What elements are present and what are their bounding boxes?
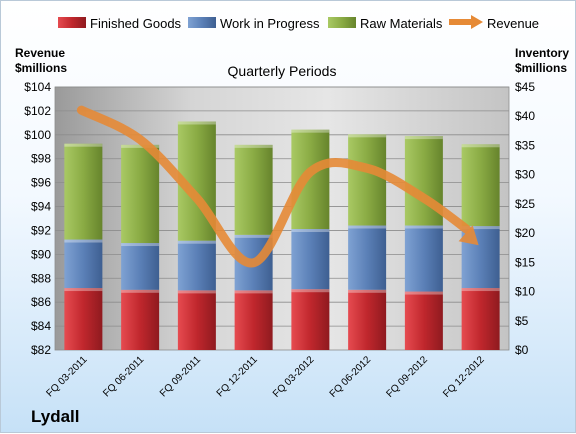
- revenue-line: [76, 105, 472, 268]
- bar-raw-materials-highlight: [64, 143, 103, 147]
- left-tick-label: $96: [31, 176, 51, 190]
- bar-raw-materials-highlight: [461, 144, 500, 148]
- bar-work-in-progress-highlight: [461, 226, 500, 230]
- legend-swatch-revenue: [449, 15, 483, 29]
- bar-work-in-progress-highlight: [234, 234, 273, 238]
- bar-work-in-progress: [64, 239, 103, 289]
- left-tick-label: $84: [31, 319, 51, 333]
- bar-raw-materials: [291, 129, 330, 230]
- bar-raw-materials: [121, 144, 160, 244]
- bar-finished-goods: [348, 289, 387, 350]
- x-tick-label: FQ 03-2012: [271, 354, 317, 400]
- right-tick-label: $5: [515, 314, 529, 328]
- bar-finished-goods: [64, 288, 103, 350]
- revenue-series: [76, 105, 479, 268]
- left-tick-label: $94: [31, 200, 51, 214]
- right-tick-label: $45: [515, 80, 535, 94]
- left-axis-title-line-1: Revenue: [15, 46, 65, 60]
- bar-finished-goods-highlight: [404, 291, 443, 295]
- legend-swatch-finished-goods: [58, 17, 86, 28]
- bar-finished-goods: [121, 289, 160, 350]
- bar-work-in-progress: [348, 225, 387, 290]
- left-tick-label: $104: [24, 80, 51, 94]
- right-axis-title-line-1: Inventory: [515, 46, 569, 60]
- bar-raw-materials-highlight: [177, 121, 216, 125]
- legend-swatch-raw-materials: [328, 17, 356, 28]
- bar-finished-goods-highlight: [461, 288, 500, 292]
- left-tick-label: $92: [31, 223, 51, 237]
- chart-title: Quarterly Periods: [228, 63, 337, 79]
- left-tick-label: $82: [31, 343, 51, 357]
- x-tick-label: FQ 12-2012: [441, 354, 487, 400]
- bar-raw-materials: [64, 143, 103, 240]
- legend: Finished Goods Work in Progress Raw Mate…: [58, 15, 539, 31]
- bar-work-in-progress: [404, 225, 443, 292]
- bar-raw-materials-highlight: [234, 144, 273, 148]
- bar-work-in-progress-highlight: [121, 243, 160, 247]
- right-tick-label: $30: [515, 168, 535, 182]
- bar-work-in-progress: [291, 229, 330, 290]
- left-tick-label: $88: [31, 271, 51, 285]
- x-tick-label: FQ 09-2011: [158, 354, 203, 399]
- bar-finished-goods: [177, 290, 216, 350]
- legend-label-raw-materials: Raw Materials: [360, 16, 443, 31]
- bar-finished-goods: [234, 290, 273, 350]
- legend-label-work-in-progress: Work in Progress: [220, 16, 320, 31]
- x-tick-label: FQ 06-2011: [101, 354, 146, 399]
- bar-finished-goods-highlight: [291, 289, 330, 293]
- bar-raw-materials-highlight: [404, 136, 443, 140]
- right-tick-label: $10: [515, 285, 535, 299]
- bar-finished-goods: [291, 289, 330, 350]
- right-tick-label: $40: [515, 109, 535, 123]
- revenue-arrowhead: [458, 225, 479, 246]
- right-tick-label: $35: [515, 138, 535, 152]
- bar-work-in-progress-highlight: [348, 225, 387, 229]
- bar-work-in-progress-highlight: [177, 240, 216, 244]
- right-tick-label: $0: [515, 343, 529, 357]
- x-tick-label: FQ 03-2011: [45, 354, 90, 399]
- right-tick-label: $15: [515, 255, 535, 269]
- legend-label-revenue: Revenue: [487, 16, 539, 31]
- bar-work-in-progress-highlight: [404, 225, 443, 229]
- right-axis-ticks: $0 $5 $10 $15 $20 $25 $30 $35 $40 $45: [515, 80, 535, 357]
- bar-raw-materials: [348, 134, 387, 226]
- left-tick-label: $90: [31, 247, 51, 261]
- left-tick-label: $100: [24, 128, 51, 142]
- x-tick-label: FQ 09-2012: [384, 354, 430, 400]
- bar-finished-goods-highlight: [64, 288, 103, 292]
- right-tick-label: $25: [515, 197, 535, 211]
- bar-work-in-progress: [177, 240, 216, 291]
- x-tick-label: FQ 06-2012: [328, 354, 374, 400]
- right-axis-title-line-2: $millions: [515, 61, 567, 75]
- bar-finished-goods: [404, 291, 443, 350]
- bar-finished-goods-highlight: [121, 289, 160, 293]
- x-axis-ticks: FQ 03-2011 FQ 06-2011 FQ 09-2011 FQ 12-2011…: [45, 354, 488, 400]
- legend-label-finished-goods: Finished Goods: [90, 16, 182, 31]
- left-axis-title-line-2: $millions: [15, 61, 67, 75]
- bars: [64, 121, 500, 350]
- left-tick-label: $86: [31, 295, 51, 309]
- bar-finished-goods-highlight: [234, 290, 273, 294]
- bar-work-in-progress-highlight: [64, 239, 103, 243]
- left-axis-ticks: $82 $84 $86 $88 $90 $92 $94 $96 $98 $100 $102 $104: [24, 80, 51, 357]
- bar-raw-materials: [234, 144, 273, 235]
- bar-finished-goods-highlight: [348, 289, 387, 293]
- company-name: Lydall: [31, 407, 80, 426]
- bar-raw-materials-highlight: [121, 144, 160, 148]
- x-tick-label: FQ 12-2011: [215, 354, 260, 399]
- left-tick-label: $98: [31, 152, 51, 166]
- bar-finished-goods-highlight: [177, 290, 216, 294]
- right-tick-label: $20: [515, 226, 535, 240]
- bar-raw-materials-highlight: [348, 134, 387, 138]
- bar-raw-materials: [461, 144, 500, 227]
- bar-raw-materials-highlight: [291, 129, 330, 133]
- bar-finished-goods: [461, 288, 500, 350]
- bar-work-in-progress: [121, 243, 160, 290]
- legend-swatch-work-in-progress: [188, 17, 216, 28]
- left-tick-label: $102: [24, 104, 51, 118]
- bar-work-in-progress-highlight: [291, 229, 330, 233]
